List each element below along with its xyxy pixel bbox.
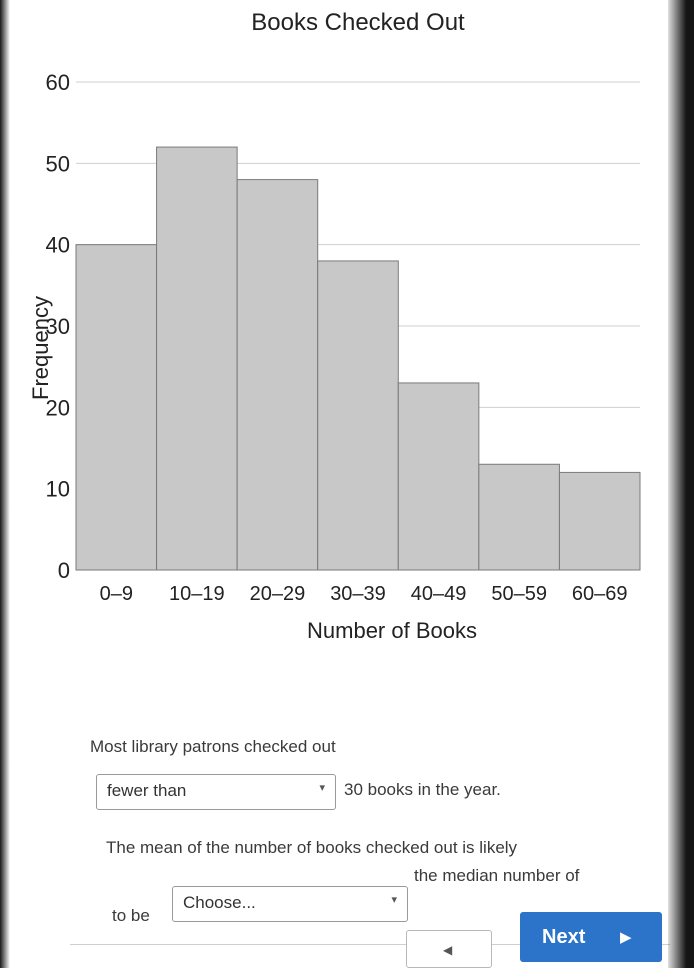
question-after-select-1: 30 books in the year. bbox=[344, 780, 501, 799]
photo-edge-right bbox=[668, 0, 694, 968]
y-tick-label: 0 bbox=[58, 558, 70, 583]
next-button[interactable]: Next ▶ bbox=[520, 912, 662, 962]
x-tick-label: 30–39 bbox=[330, 583, 386, 605]
x-tick-label: 20–29 bbox=[250, 583, 306, 605]
question-line-1: Most library patrons checked out bbox=[90, 737, 336, 756]
y-axis-label: Frequency bbox=[28, 296, 53, 400]
y-tick-label: 60 bbox=[46, 70, 70, 95]
select-2-value: Choose... bbox=[183, 893, 256, 912]
bar-60–69 bbox=[558, 471, 641, 571]
question-after-select-2: the median number of bbox=[414, 866, 580, 885]
updown-caret-icon: ▾ bbox=[391, 894, 397, 906]
bar-20–29 bbox=[236, 179, 319, 571]
y-tick-label: 30 bbox=[46, 314, 70, 339]
bar-40–49 bbox=[397, 382, 480, 571]
select-1-value: fewer than bbox=[107, 781, 187, 800]
updown-caret-icon: ▾ bbox=[319, 782, 325, 794]
x-tick-labels: 0–9 10–19 20–29 30–39 40–49 50–59 60–69 bbox=[100, 583, 628, 605]
x-axis-label: Number of Books bbox=[307, 618, 477, 643]
select-2-prefix: to be bbox=[112, 906, 150, 925]
photo-edge-left bbox=[0, 0, 10, 968]
x-tick-label: 40–49 bbox=[411, 583, 467, 605]
question-line-2: The mean of the number of books checked … bbox=[106, 838, 518, 857]
left-triangle-icon: ◀ bbox=[443, 943, 453, 957]
bar-10–19 bbox=[156, 146, 238, 571]
y-tick-label: 20 bbox=[46, 395, 70, 420]
y-tick-label: 40 bbox=[46, 233, 70, 258]
right-triangle-icon: ▶ bbox=[620, 929, 632, 946]
x-tick-label: 60–69 bbox=[572, 583, 628, 605]
comparison-select-2[interactable]: Choose... ▾ bbox=[172, 886, 408, 922]
x-tick-label: 0–9 bbox=[100, 583, 133, 605]
chart-title: Books Checked Out bbox=[251, 9, 465, 36]
bars bbox=[75, 146, 641, 571]
comparison-select-1[interactable]: fewer than ▾ bbox=[96, 774, 336, 810]
y-tick-label: 50 bbox=[46, 151, 70, 176]
next-button-label: Next bbox=[542, 926, 586, 948]
histogram-chart: Books Checked Out 0 10 20 30 40 50 60 0–9 10–19… bbox=[28, 9, 641, 643]
y-tick-label: 10 bbox=[46, 477, 70, 502]
bottom-divider bbox=[70, 944, 670, 945]
previous-button[interactable]: ◀ bbox=[406, 930, 492, 968]
y-tick-labels: 0 10 20 30 40 50 60 bbox=[46, 70, 70, 583]
x-tick-label: 50–59 bbox=[491, 583, 547, 605]
bar-50–59 bbox=[478, 463, 560, 571]
x-tick-label: 10–19 bbox=[169, 583, 225, 605]
bar-30–39 bbox=[317, 260, 399, 571]
bar-0–9 bbox=[75, 244, 158, 571]
